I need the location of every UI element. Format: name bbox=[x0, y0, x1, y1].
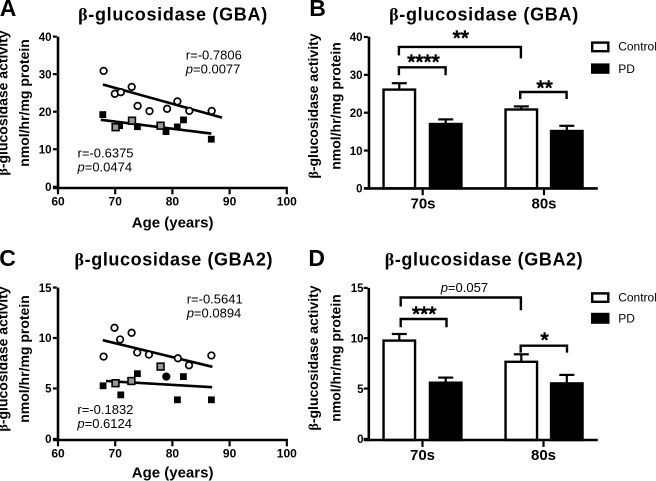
svg-text:p=0.057: p=0.057 bbox=[440, 280, 488, 295]
svg-text:10: 10 bbox=[350, 146, 363, 158]
svg-text:0: 0 bbox=[45, 434, 51, 446]
svg-text:β-glucosidase activity: β-glucosidase activity bbox=[305, 285, 322, 430]
svg-text:p=0.0077: p=0.0077 bbox=[185, 62, 241, 77]
svg-text:nmol/hr/mg protein: nmol/hr/mg protein bbox=[328, 294, 344, 422]
svg-text:Control: Control bbox=[618, 291, 656, 305]
svg-text:nmol/hr/mg protein: nmol/hr/mg protein bbox=[16, 295, 32, 423]
svg-text:40: 40 bbox=[39, 32, 52, 44]
svg-text:0: 0 bbox=[357, 434, 363, 446]
svg-text:15: 15 bbox=[39, 283, 52, 295]
svg-text:0: 0 bbox=[356, 184, 362, 196]
svg-text:r=-0.6375: r=-0.6375 bbox=[78, 146, 134, 161]
svg-text:r=-0.1832: r=-0.1832 bbox=[77, 402, 133, 417]
svg-text:Age (years): Age (years) bbox=[132, 465, 214, 481]
svg-text:p=0.0894: p=0.0894 bbox=[186, 306, 242, 321]
svg-text:90: 90 bbox=[223, 194, 237, 208]
svg-text:60: 60 bbox=[51, 194, 65, 208]
svg-text:20: 20 bbox=[350, 108, 363, 120]
svg-text:80: 80 bbox=[166, 194, 180, 208]
svg-text:20: 20 bbox=[39, 107, 52, 119]
svg-text:β-glucosidase activity: β-glucosidase activity bbox=[305, 33, 322, 178]
svg-text:PD: PD bbox=[618, 311, 635, 325]
svg-text:A: A bbox=[0, 0, 16, 21]
svg-text:r=-0.5641: r=-0.5641 bbox=[187, 292, 243, 307]
svg-text:10: 10 bbox=[39, 333, 52, 345]
svg-text:nmol/hr/mg protein: nmol/hr/mg protein bbox=[16, 39, 32, 167]
svg-text:nmol/hr/mg protein: nmol/hr/mg protein bbox=[328, 42, 344, 170]
svg-text:β-glucosidase (GBA2): β-glucosidase (GBA2) bbox=[385, 249, 584, 269]
svg-text:70s: 70s bbox=[410, 196, 435, 213]
svg-text:90: 90 bbox=[223, 446, 237, 460]
svg-text:β-glucosidase (GBA): β-glucosidase (GBA) bbox=[389, 4, 579, 24]
svg-text:β-glucosidase activity: β-glucosidase activity bbox=[0, 286, 12, 431]
svg-text:10: 10 bbox=[351, 333, 364, 345]
svg-text:15: 15 bbox=[351, 283, 364, 295]
svg-text:5: 5 bbox=[45, 384, 52, 396]
svg-text:5: 5 bbox=[357, 384, 364, 396]
svg-text:PD: PD bbox=[618, 62, 635, 76]
svg-text:β-glucosidase activity: β-glucosidase activity bbox=[0, 30, 12, 175]
svg-text:Control: Control bbox=[618, 40, 656, 54]
svg-text:C: C bbox=[0, 245, 16, 271]
svg-text:30: 30 bbox=[350, 70, 363, 82]
svg-text:80s: 80s bbox=[531, 447, 556, 464]
svg-text:p=0.6124: p=0.6124 bbox=[76, 416, 132, 431]
svg-text:70: 70 bbox=[109, 446, 123, 460]
svg-text:B: B bbox=[309, 0, 326, 21]
svg-text:100: 100 bbox=[277, 446, 297, 460]
svg-text:70: 70 bbox=[109, 194, 123, 208]
svg-text:80s: 80s bbox=[531, 196, 556, 213]
svg-text:β-glucosidase (GBA): β-glucosidase (GBA) bbox=[78, 4, 268, 24]
svg-text:100: 100 bbox=[277, 194, 297, 208]
svg-text:40: 40 bbox=[350, 32, 363, 44]
svg-text:10: 10 bbox=[39, 144, 52, 156]
svg-text:70s: 70s bbox=[410, 447, 435, 464]
svg-text:80: 80 bbox=[166, 446, 180, 460]
svg-text:r=-0.7806: r=-0.7806 bbox=[186, 48, 242, 63]
svg-text:D: D bbox=[308, 245, 325, 271]
svg-text:β-glucosidase (GBA2): β-glucosidase (GBA2) bbox=[75, 249, 274, 269]
svg-text:p=0.0474: p=0.0474 bbox=[77, 160, 133, 175]
svg-text:0: 0 bbox=[45, 182, 51, 194]
svg-text:Age (years): Age (years) bbox=[132, 215, 214, 232]
svg-text:60: 60 bbox=[51, 446, 65, 460]
svg-text:30: 30 bbox=[39, 69, 52, 81]
